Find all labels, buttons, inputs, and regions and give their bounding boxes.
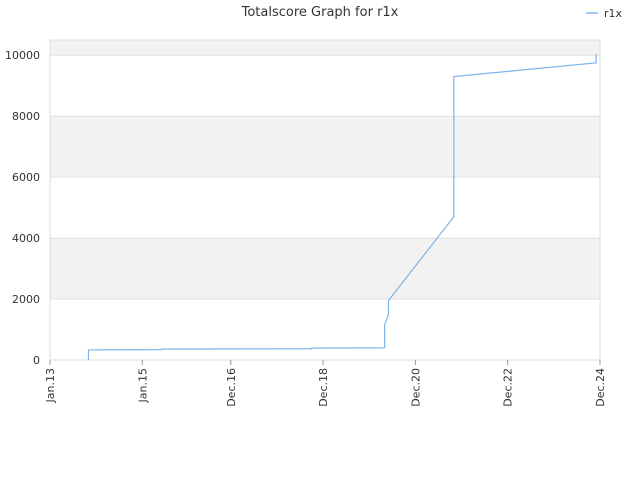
y-tick-label: 8000 bbox=[12, 110, 40, 123]
x-tick-label: Jan.15 bbox=[136, 368, 149, 403]
grid-band bbox=[50, 238, 600, 300]
x-tick-label: Dec.18 bbox=[317, 368, 330, 407]
y-tick-label: 2000 bbox=[12, 293, 40, 306]
y-tick-label: 4000 bbox=[12, 232, 40, 245]
legend-label: r1x bbox=[604, 7, 623, 20]
y-tick-label: 0 bbox=[33, 354, 40, 367]
chart-title: Totalscore Graph for r1x bbox=[241, 5, 399, 20]
grid-band bbox=[50, 116, 600, 178]
x-tick-label: Jan.13 bbox=[44, 368, 57, 403]
x-tick-label: Dec.16 bbox=[225, 368, 238, 407]
x-tick-label: Dec.20 bbox=[409, 368, 422, 407]
x-tick-label: Dec.24 bbox=[594, 368, 607, 407]
y-tick-label: 6000 bbox=[12, 171, 40, 184]
x-tick-label: Dec.22 bbox=[502, 368, 515, 407]
y-tick-label: 10000 bbox=[5, 49, 40, 62]
plot-border bbox=[49, 39, 601, 361]
grid-band bbox=[50, 40, 600, 56]
data-line bbox=[87, 53, 597, 360]
